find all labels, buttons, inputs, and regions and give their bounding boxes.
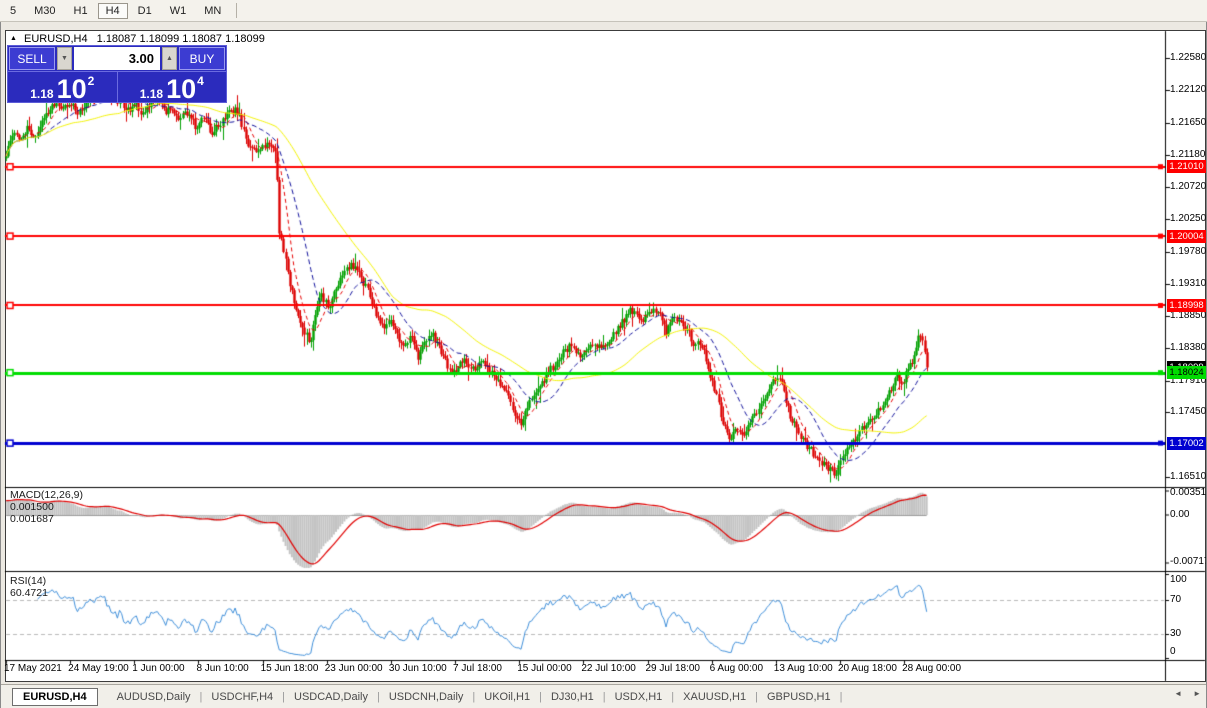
timeframe-button-h1[interactable]: H1: [73, 4, 88, 17]
chart-tab-bar: EURUSD,H4 AUDUSD,Daily | USDCHF,H4 | USDCAD,D…: [0, 684, 1207, 708]
hline-price-badge: 1.18024: [1167, 366, 1206, 380]
window-border-left: [0, 22, 1, 708]
price-axis-tick: 1.22580: [1170, 52, 1207, 64]
chart-tab-xauusd-h1[interactable]: XAUUSD,H1: [683, 690, 747, 703]
date-axis-label: 15 Jul 00:00: [517, 663, 572, 674]
chart-tab-usdx-h1[interactable]: USDX,H1: [614, 690, 663, 703]
date-axis-label: 23 Jun 00:00: [324, 663, 383, 674]
tab-separator: |: [282, 690, 285, 703]
chart-tab-usdchf-h4[interactable]: USDCHF,H4: [211, 690, 274, 703]
tab-separator: |: [472, 690, 476, 703]
sell-price-display[interactable]: 1.18 10 2: [8, 72, 117, 103]
price-axis-tick: 1.20720: [1170, 180, 1207, 192]
trade-prices-row: 1.18 10 2 1.18 10 4: [8, 71, 226, 103]
chevron-down-icon: ▼: [61, 55, 68, 62]
chart-title: ▲ EURUSD,H4 1.18087 1.18099 1.18087 1.18…: [10, 33, 265, 45]
price-axis-tick: 1.19310: [1170, 277, 1207, 289]
date-axis-label: 6 Aug 00:00: [709, 663, 764, 674]
sell-button[interactable]: SELL: [9, 47, 55, 70]
timeframe-button-h4[interactable]: H4: [97, 2, 128, 19]
date-axis-label: 7 Jul 18:00: [453, 663, 502, 674]
date-axis-label: 8 Jun 10:00: [196, 663, 249, 674]
tab-separator: |: [376, 690, 380, 703]
chart-tab-usdcad-daily[interactable]: USDCAD,Daily: [294, 690, 368, 703]
date-axis-label: 22 Jul 10:00: [581, 663, 636, 674]
timeframe-button-mn[interactable]: MN: [204, 4, 222, 17]
hline-price-badge: 1.21010: [1167, 160, 1206, 174]
price-axis-tick: 1.16510: [1170, 471, 1207, 483]
toolbar-separator: [236, 3, 238, 18]
chart-title-ohlc: 1.18087 1.18099 1.18087 1.18099: [96, 33, 265, 45]
chart-tab-usdcnh-daily[interactable]: USDCNH,Daily: [388, 690, 464, 703]
price-axis-tick: 1.17450: [1170, 406, 1207, 418]
price-axis-tick: 1.17910: [1170, 374, 1207, 386]
chart-tab-gbpusd-h1[interactable]: GBPUSD,H1: [766, 690, 831, 703]
tab-scroll-controls: ◄ ►: [1174, 689, 1201, 698]
tab-separator: |: [671, 690, 675, 703]
collapse-panel-icon[interactable]: ▲: [10, 35, 17, 42]
buy-price-pip-digit: 4: [197, 74, 204, 88]
timeframe-button-w1[interactable]: W1: [169, 4, 187, 17]
price-axis-tick: 1.21180: [1170, 149, 1206, 160]
sell-price-big-digits: 10: [56, 74, 87, 105]
date-axis-label: 17 May 2021: [4, 663, 62, 674]
timeframe-button-5[interactable]: 5: [10, 4, 17, 17]
buy-price-prefix: 1.18: [139, 86, 164, 101]
tab-separator: |: [755, 690, 758, 703]
tab-separator: |: [199, 690, 203, 703]
chart-tab-audusd-daily[interactable]: AUDUSD,Daily: [116, 690, 191, 703]
price-axis-tick: 1.20250: [1170, 213, 1207, 225]
rsi-indicator-label: RSI(14) 60.4721: [10, 575, 48, 599]
tab-scroll-left-button[interactable]: ◄: [1174, 689, 1183, 698]
date-axis-label: 24 May 19:00: [68, 663, 129, 674]
date-axis-label: 30 Jun 10:00: [388, 663, 447, 674]
one-click-trading-panel: SELL ▼ 3.00 ▲ BUY 1.18 10 2 1.18 10 4: [7, 45, 227, 103]
hline-price-badge: 1.17002: [1167, 436, 1206, 450]
buy-price-display[interactable]: 1.18 10 4: [116, 72, 227, 105]
macd-axis-tick: 0.00: [1170, 509, 1190, 520]
rsi-axis-tick: 70: [1170, 594, 1182, 605]
sell-price-pip-digit: 2: [87, 74, 95, 88]
price-axis-tick: 1.22120: [1170, 84, 1207, 96]
tab-scroll-right-button[interactable]: ►: [1193, 689, 1201, 698]
hline-price-badge: 1.20004: [1167, 229, 1206, 243]
chart-tab-dj30-h1[interactable]: DJ30,H1: [550, 690, 594, 703]
date-axis-label: 28 Aug 00:00: [902, 663, 962, 674]
price-axis-tick: 1.18380: [1170, 342, 1207, 354]
macd-axis-tick: -0.007178: [1170, 556, 1207, 567]
tab-separator: |: [839, 690, 843, 703]
rsi-axis-tick: 0: [1170, 646, 1176, 657]
volume-decrease-button[interactable]: ▼: [57, 47, 72, 70]
chart-tab-ukoil-h1[interactable]: UKOil,H1: [484, 690, 531, 703]
volume-input[interactable]: 3.00: [74, 47, 160, 70]
date-axis-label: 29 Jul 18:00: [645, 663, 701, 674]
tab-separator: |: [602, 690, 606, 703]
timeframe-button-m30[interactable]: M30: [34, 4, 56, 17]
macd-indicator-label: MACD(12,26,9) 0.001500 0.001687: [10, 489, 83, 525]
timeframe-toolbar: 5 M30 H1 H4 D1 W1 MN: [0, 0, 1207, 22]
tab-separator: |: [539, 690, 542, 703]
rsi-axis-tick: 30: [1170, 628, 1182, 639]
rsi-axis-tick: 100: [1170, 574, 1187, 585]
date-axis-label: 15 Jun 18:00: [260, 663, 319, 674]
chart-tab-eurusd-h4[interactable]: EURUSD,H4: [12, 687, 98, 706]
timeframe-button-d1[interactable]: D1: [137, 4, 152, 17]
price-axis-tick: 1.21650: [1170, 116, 1207, 128]
chart-title-symbol: EURUSD,H4: [24, 33, 88, 45]
hline-price-badge: 1.18998: [1167, 298, 1206, 312]
macd-axis-tick: 0.003515: [1170, 487, 1207, 498]
price-axis-tick: 1.18850: [1170, 309, 1207, 321]
chevron-up-icon: ▲: [166, 55, 173, 62]
date-axis-label: 20 Aug 18:00: [837, 663, 897, 674]
buy-button[interactable]: BUY: [179, 47, 225, 70]
date-axis-label: 1 Jun 00:00: [132, 663, 185, 674]
date-axis-label: 13 Aug 10:00: [773, 663, 833, 674]
sell-price-prefix: 1.18: [30, 86, 54, 101]
volume-increase-button[interactable]: ▲: [162, 47, 177, 70]
price-axis-tick: 1.19780: [1170, 245, 1207, 257]
buy-price-big-digits: 10: [166, 74, 197, 105]
trade-buttons-row: SELL ▼ 3.00 ▲ BUY: [8, 46, 226, 71]
